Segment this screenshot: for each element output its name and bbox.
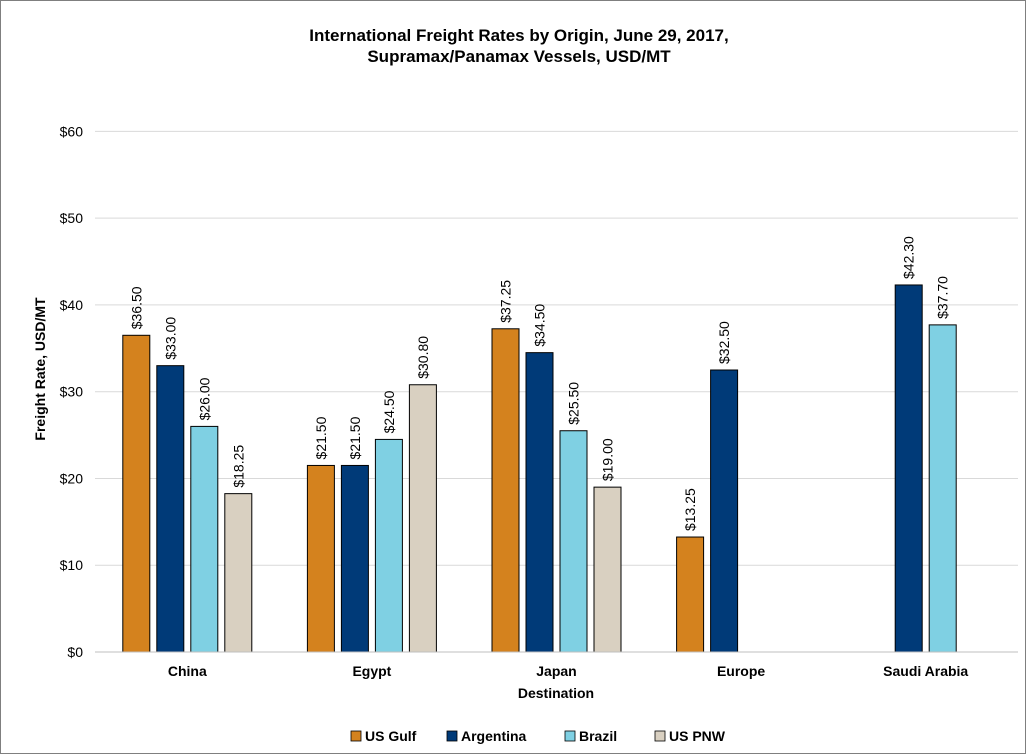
bar bbox=[894, 284, 923, 653]
bar bbox=[340, 464, 369, 653]
x-category-label: Japan bbox=[536, 663, 576, 679]
bar bbox=[928, 324, 957, 653]
bar bbox=[122, 334, 151, 653]
gridlines bbox=[95, 130, 1018, 566]
data-label: $21.50 bbox=[347, 416, 363, 459]
legend-label: Argentina bbox=[461, 728, 527, 744]
y-tick-label: $60 bbox=[60, 123, 84, 139]
bar bbox=[525, 352, 554, 653]
chart-title-line-2: Supramax/Panamax Vessels, USD/MT bbox=[367, 47, 671, 66]
x-category-label: Egypt bbox=[352, 663, 391, 679]
chart-title-line-1: International Freight Rates by Origin, J… bbox=[309, 26, 728, 45]
x-axis-category-labels: China Egypt Japan Europe Saudi Arabia bbox=[168, 663, 969, 679]
data-label: $19.00 bbox=[600, 438, 616, 481]
y-tick-label: $40 bbox=[60, 297, 84, 313]
data-labels: $36.50 $33.00 $26.00 $18.25 $21.50 $21.50 $24.… bbox=[128, 236, 950, 531]
bar bbox=[224, 493, 253, 653]
data-label: $42.30 bbox=[901, 236, 917, 279]
bar bbox=[306, 464, 335, 653]
data-label: $32.50 bbox=[716, 321, 732, 364]
bar bbox=[491, 328, 520, 653]
x-category-label: China bbox=[168, 663, 207, 679]
y-tick-label: $10 bbox=[60, 557, 84, 573]
y-tick-label: $50 bbox=[60, 210, 84, 226]
legend-label: US Gulf bbox=[365, 728, 417, 744]
bar bbox=[593, 486, 622, 653]
bar bbox=[710, 369, 739, 653]
data-label: $18.25 bbox=[230, 445, 246, 488]
data-label: $21.50 bbox=[313, 416, 329, 459]
x-axis-title: Destination bbox=[518, 685, 594, 701]
y-tick-label: $20 bbox=[60, 470, 84, 486]
bar bbox=[408, 384, 437, 653]
y-tick-label: $30 bbox=[60, 384, 84, 400]
data-label: $36.50 bbox=[128, 286, 144, 329]
x-category-label: Europe bbox=[717, 663, 765, 679]
legend-swatch bbox=[350, 730, 362, 742]
data-label: $34.50 bbox=[532, 304, 548, 347]
data-label: $13.25 bbox=[682, 488, 698, 531]
data-label: $26.00 bbox=[196, 377, 212, 420]
bar bbox=[559, 430, 588, 653]
legend-label: US PNW bbox=[669, 728, 726, 744]
data-label: $37.70 bbox=[935, 276, 951, 319]
y-axis-tick-labels: $0 $10 $20 $30 $40 $50 $60 bbox=[60, 123, 84, 660]
legend-swatch bbox=[446, 730, 458, 742]
bars bbox=[122, 284, 957, 653]
data-label: $30.80 bbox=[415, 336, 431, 379]
legend-swatch bbox=[564, 730, 576, 742]
y-axis-title: Freight Rate, USD/MT bbox=[32, 297, 48, 441]
bar bbox=[374, 438, 403, 653]
bar bbox=[156, 365, 185, 653]
bar bbox=[190, 425, 219, 653]
legend-swatch bbox=[654, 730, 666, 742]
data-label: $25.50 bbox=[566, 382, 582, 425]
data-label: $33.00 bbox=[162, 317, 178, 360]
legend-label: Brazil bbox=[579, 728, 617, 744]
bar bbox=[676, 536, 705, 653]
data-label: $24.50 bbox=[381, 390, 397, 433]
legend: US Gulf Argentina Brazil US PNW bbox=[350, 728, 726, 744]
data-label: $37.25 bbox=[498, 280, 514, 323]
y-tick-label: $0 bbox=[67, 644, 83, 660]
x-category-label: Saudi Arabia bbox=[883, 663, 968, 679]
